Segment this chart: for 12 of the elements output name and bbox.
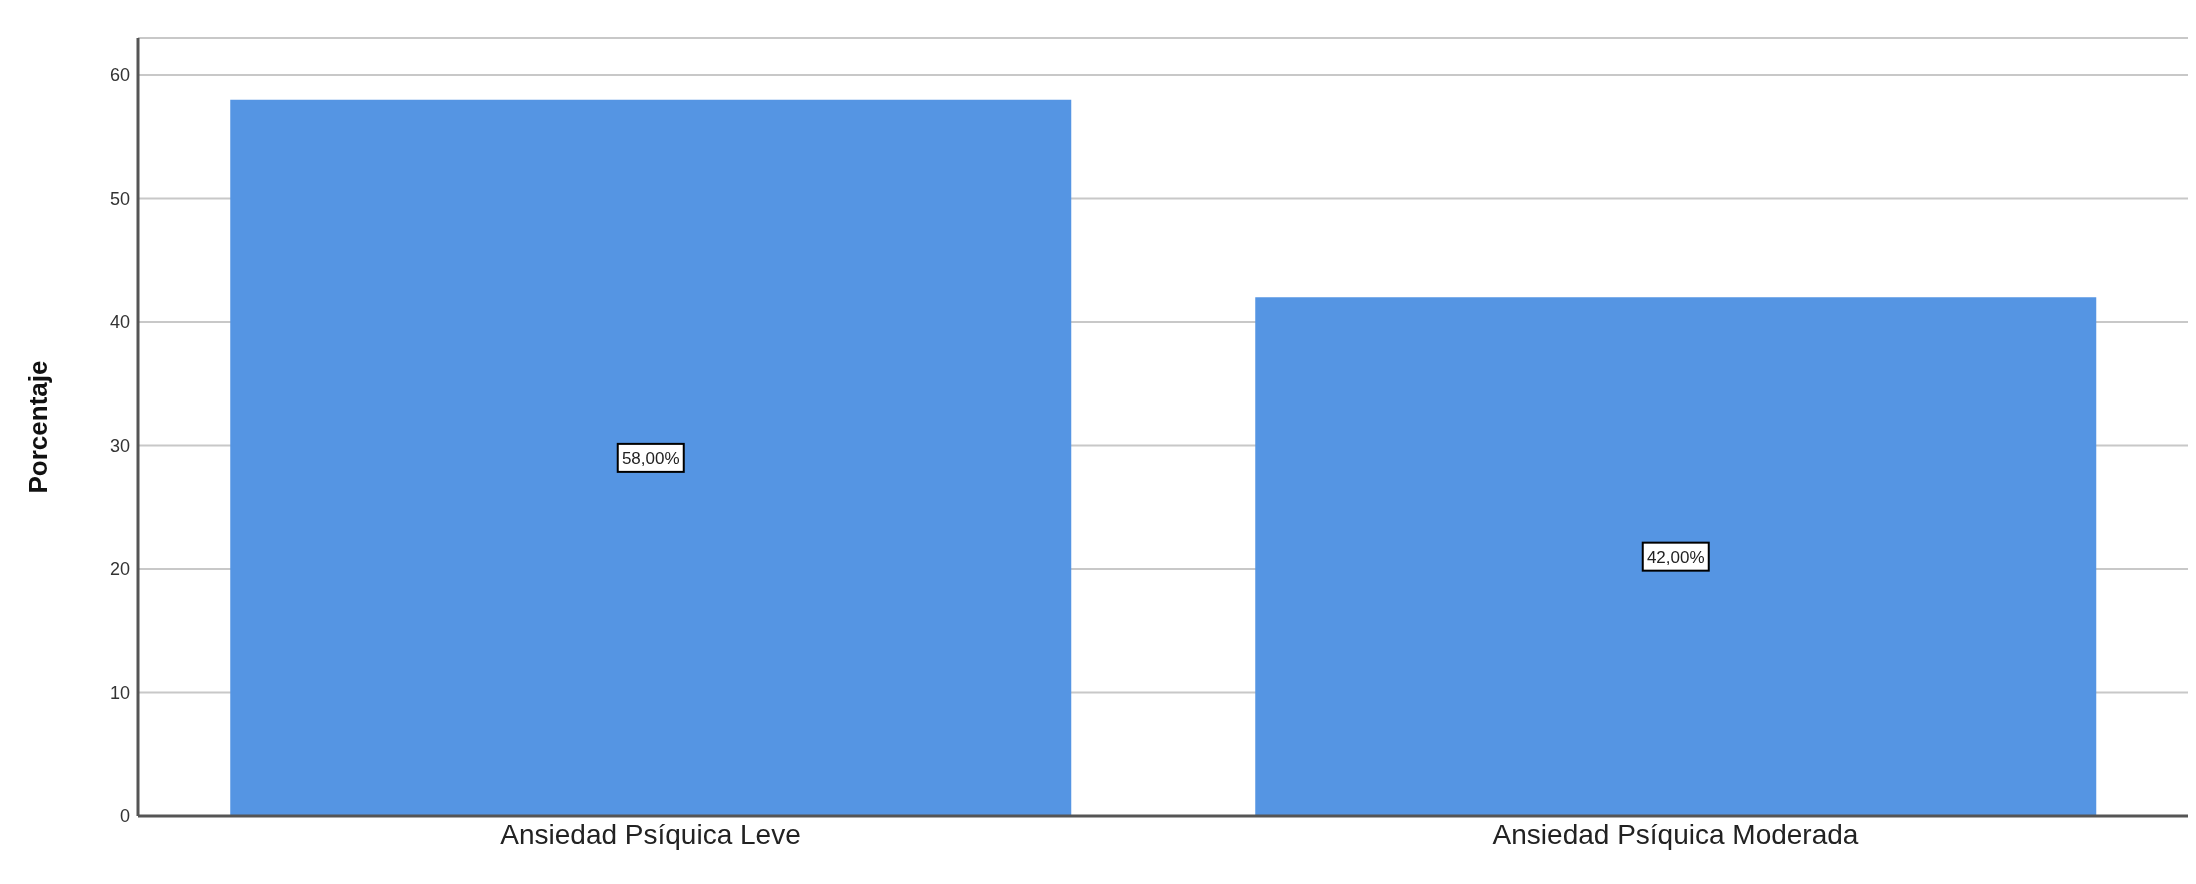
- data-label: 58,00%: [621, 448, 680, 468]
- y-tick-label: 40: [109, 312, 130, 333]
- y-tick-label: 20: [109, 559, 130, 580]
- y-tick-label: 10: [109, 682, 130, 703]
- data-label: 42,00%: [1646, 547, 1705, 567]
- y-axis-title: Porcentaje: [23, 360, 54, 494]
- y-tick-label: 0: [119, 806, 130, 827]
- y-tick-label: 60: [109, 65, 130, 86]
- y-tick-label: 50: [109, 188, 130, 209]
- y-tick-label: 30: [109, 435, 130, 456]
- x-tick-label: Ansiedad Psíquica Leve: [500, 818, 801, 850]
- x-tick-label: Ansiedad Psíquica Moderada: [1492, 818, 1859, 850]
